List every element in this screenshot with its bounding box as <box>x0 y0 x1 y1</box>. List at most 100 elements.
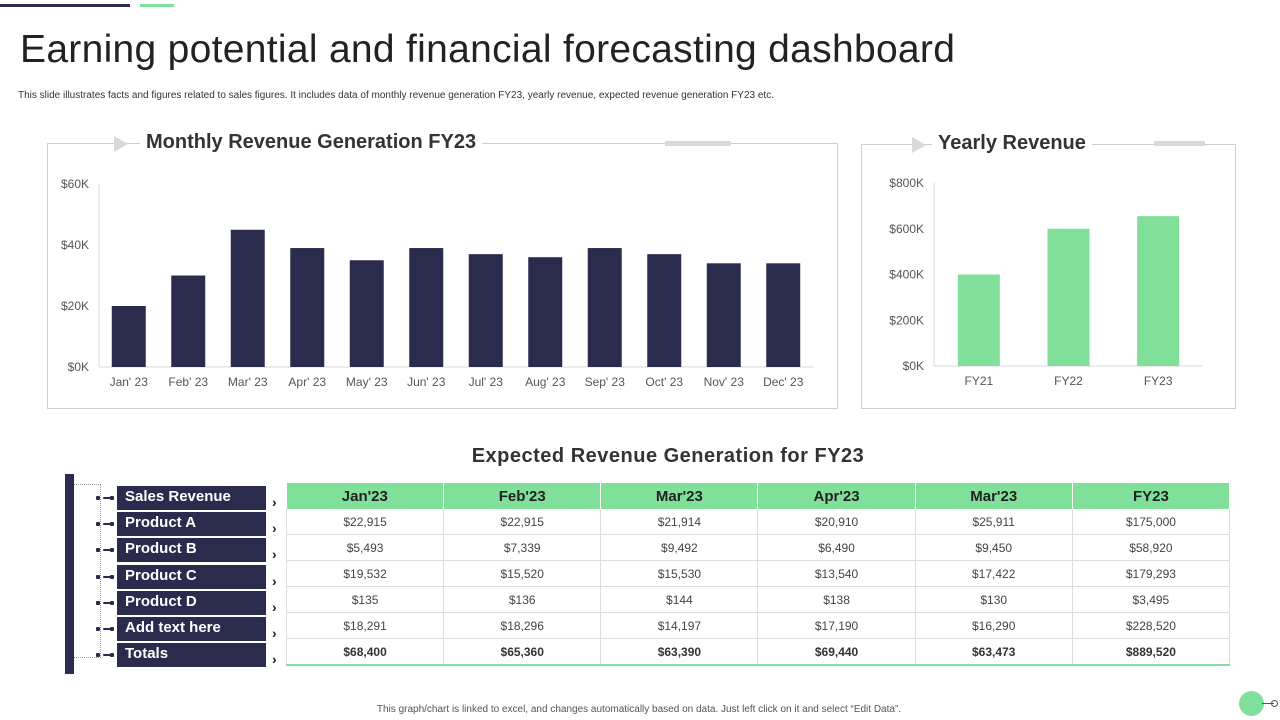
table-cell: $5,493 <box>285 534 445 561</box>
panel-arrow-line <box>47 143 112 144</box>
row-label-text: Product D <box>117 591 266 615</box>
table-cell: $25,911 <box>915 509 1073 535</box>
column-header: FY23 <box>1072 483 1231 509</box>
bar <box>766 263 801 367</box>
table-cell: $144 <box>600 586 759 613</box>
table-rail <box>65 474 74 674</box>
y-tick-label: $20K <box>61 299 89 313</box>
bar <box>171 275 206 367</box>
table-cell: $58,920 <box>1072 534 1231 561</box>
table-cell: $65,360 <box>443 638 602 666</box>
table-cell: $68,400 <box>285 638 445 666</box>
bar <box>409 248 444 367</box>
x-tick-label: Feb' 23 <box>168 375 208 389</box>
table-cell: $179,293 <box>1072 560 1231 587</box>
footnote: This graph/chart is linked to excel, and… <box>376 704 902 715</box>
table-cell: $175,000 <box>1072 509 1231 535</box>
column-header: Feb'23 <box>443 483 602 509</box>
x-tick-label: Sep' 23 <box>585 375 626 389</box>
connector-icon <box>96 548 114 552</box>
table-row: $22,915 $22,915 $21,914 $20,910 $25,911 $175,… <box>285 509 1231 535</box>
y-tick-label: $800K <box>889 176 924 190</box>
table-cell: $18,291 <box>285 612 445 639</box>
monthly-chart-title: Monthly Revenue Generation FY23 <box>140 131 483 154</box>
table-row: $5,493 $7,339 $9,492 $6,490 $9,450 $58,920 <box>285 534 1231 561</box>
top-accent-dark <box>0 4 130 7</box>
panel-arrow-line <box>861 144 907 145</box>
monthly-revenue-chart[interactable]: $0K $20K $40K $60K Jan' 23 Feb' 23 Mar' 23 Apr'… <box>47 160 836 400</box>
table-cell: $136 <box>443 586 602 613</box>
corner-line <box>1262 703 1274 704</box>
table-cell: $15,530 <box>600 560 759 587</box>
yearly-chart-title: Yearly Revenue <box>932 132 1092 155</box>
bar <box>349 260 384 367</box>
chevron-right-icon: › <box>272 494 277 510</box>
page-title: Earning potential and financial forecast… <box>20 28 956 71</box>
connector-icon <box>96 496 114 500</box>
top-accent-green <box>140 4 174 7</box>
table-cell: $13,540 <box>757 560 916 587</box>
table-cell: $135 <box>285 586 445 613</box>
revenue-table[interactable]: Jan'23 Feb'23 Mar'23 Apr'23 Mar'23 FY23 $22,9… <box>285 483 1231 666</box>
bar <box>528 257 563 367</box>
table-row: $135 $136 $144 $138 $130 $3,495 <box>285 586 1231 613</box>
table-cell: $7,339 <box>443 534 602 561</box>
table-cell: $63,473 <box>915 638 1073 666</box>
bar <box>111 306 146 367</box>
bar <box>290 248 325 367</box>
table-cell: $63,390 <box>600 638 759 666</box>
table-cell: $18,296 <box>443 612 602 639</box>
connector-icon <box>96 627 114 631</box>
x-tick-label: Jul' 23 <box>469 375 504 389</box>
arrow-right-icon <box>114 136 128 152</box>
corner-ring-icon <box>1271 700 1278 707</box>
chevron-right-icon: › <box>272 573 277 589</box>
x-tick-label: FY23 <box>1144 374 1173 388</box>
table-cell: $138 <box>757 586 916 613</box>
x-tick-label: Jun' 23 <box>407 375 446 389</box>
bar <box>1047 228 1090 366</box>
bar <box>647 254 682 367</box>
row-label-text: Product B <box>117 538 266 562</box>
y-tick-label: $400K <box>889 268 924 282</box>
table-cell: $9,492 <box>600 534 759 561</box>
yearly-revenue-chart[interactable]: $0K $200K $400K $600K $800K FY21 FY22 FY23 <box>861 160 1234 400</box>
rail-bracket <box>74 484 101 658</box>
y-tick-label: $0K <box>68 360 89 374</box>
bar <box>957 274 1000 366</box>
x-tick-label: May' 23 <box>346 375 388 389</box>
x-tick-label: Aug' 23 <box>525 375 566 389</box>
table-row: $18,291 $18,296 $14,197 $17,190 $16,290 $228,… <box>285 612 1231 639</box>
table-cell: $19,532 <box>285 560 445 587</box>
column-header: Mar'23 <box>915 483 1073 509</box>
chevron-right-icon: › <box>272 546 277 562</box>
y-tick-label: $0K <box>903 359 924 373</box>
table-row: $19,532 $15,520 $15,530 $13,540 $17,422 $179,… <box>285 560 1231 587</box>
panel-decor-bar <box>1154 141 1205 146</box>
table-cell: $16,290 <box>915 612 1073 639</box>
bar <box>1137 216 1180 366</box>
table-cell: $69,440 <box>757 638 916 666</box>
table-cell: $17,190 <box>757 612 916 639</box>
x-tick-label: FY22 <box>1054 374 1083 388</box>
table-row: $68,400 $65,360 $63,390 $69,440 $63,473 $889,… <box>285 638 1231 666</box>
x-tick-label: Nov' 23 <box>704 375 745 389</box>
column-header: Mar'23 <box>600 483 759 509</box>
column-header: Jan'23 <box>286 483 445 509</box>
x-tick-label: Mar' 23 <box>228 375 268 389</box>
column-header: Apr'23 <box>757 483 916 509</box>
corner-dot-icon <box>1239 691 1264 716</box>
table-cell: $228,520 <box>1072 612 1231 639</box>
bar <box>468 254 503 367</box>
connector-icon <box>96 575 114 579</box>
chevron-right-icon: › <box>272 651 277 667</box>
panel-decor-bar <box>665 141 731 146</box>
x-tick-label: Apr' 23 <box>288 375 326 389</box>
arrow-right-icon <box>912 137 926 153</box>
table-cell: $130 <box>915 586 1073 613</box>
table-title: Expected Revenue Generation for FY23 <box>471 445 865 467</box>
page-subtitle: This slide illustrates facts and figures… <box>18 90 774 101</box>
chevron-right-icon: › <box>272 520 277 536</box>
table-cell: $15,520 <box>443 560 602 587</box>
x-tick-label: Dec' 23 <box>763 375 804 389</box>
